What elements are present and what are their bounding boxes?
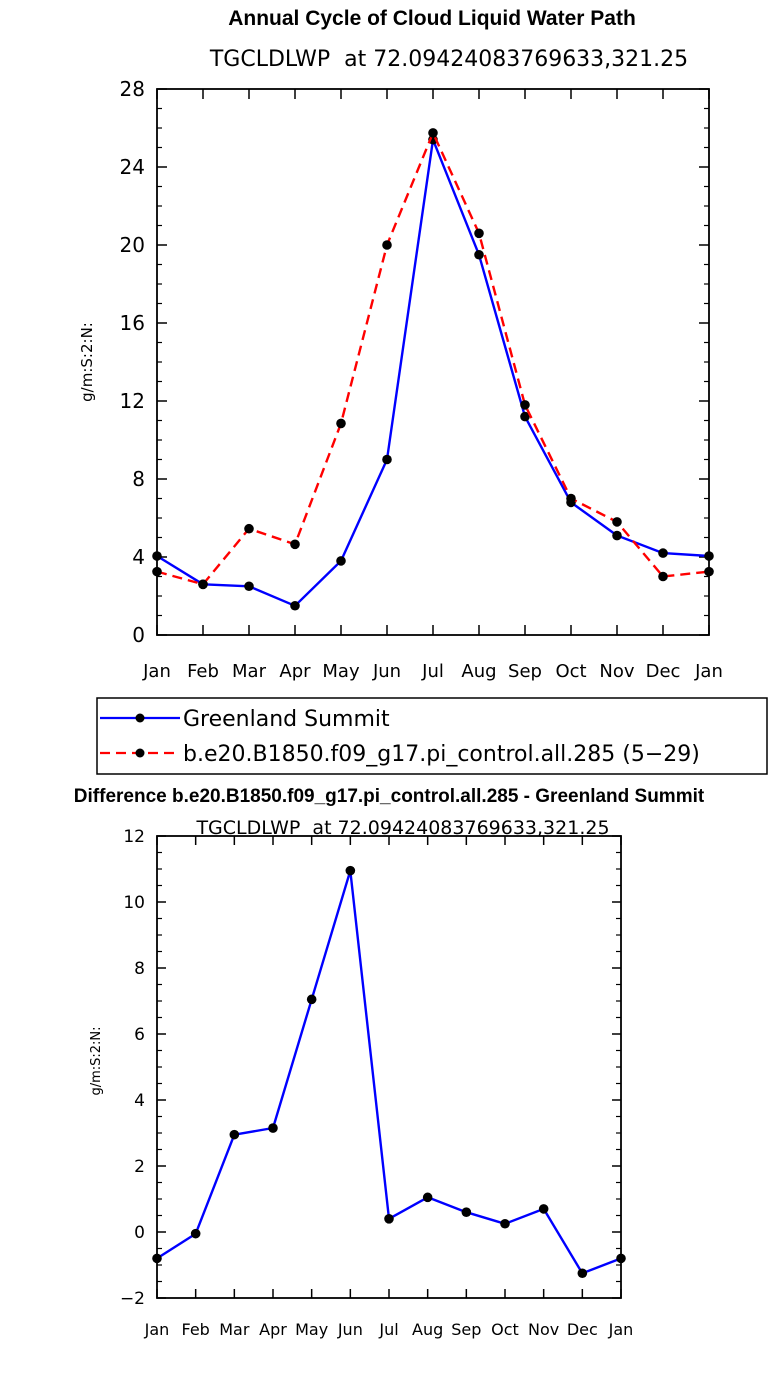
x-tick-label: Mar	[219, 1320, 250, 1339]
y-tick-label: 4	[132, 545, 145, 569]
y-tick-label: 2	[134, 1157, 145, 1177]
series-1-point	[290, 539, 300, 550]
y-tick-label: 8	[134, 959, 145, 979]
series-0-point	[382, 454, 392, 465]
legend-box	[96, 697, 768, 775]
series-0-point	[474, 249, 484, 260]
chart1-title: Annual Cycle of Cloud Liquid Water Path	[228, 7, 636, 30]
x-tick-label: Jul	[421, 661, 444, 682]
series-1-point	[198, 579, 208, 590]
x-tick-label: Nov	[599, 661, 634, 682]
series-0-point	[704, 551, 714, 561]
y-tick-label: 20	[120, 233, 145, 257]
chart1-subtitle: TGCLDLWP at 72.09424083769633,321.25	[209, 47, 688, 72]
x-tick-label: Nov	[528, 1320, 559, 1339]
chart2-title: Difference b.e20.B1850.f09_g17.pi_contro…	[74, 786, 705, 807]
x-tick-label: Apr	[259, 1320, 287, 1339]
series-1-point	[520, 400, 530, 410]
y-tick-label: 4	[134, 1091, 145, 1111]
y-tick-label: 16	[120, 311, 145, 335]
legend-label-model: b.e20.B1850.f09_g17.pi_control.all.285 (…	[183, 742, 700, 767]
y-tick-label: 12	[123, 827, 145, 847]
chart2-ylabel: g/m:S:2:N:	[89, 1026, 104, 1095]
series-0-point	[268, 1123, 278, 1133]
series-0-point	[520, 411, 530, 422]
chart1-plot-frame	[156, 88, 710, 636]
series-0-point	[384, 1214, 394, 1224]
y-tick-label: 6	[134, 1025, 145, 1045]
series-line-0	[156, 869, 622, 1275]
x-tick-label: Feb	[187, 661, 219, 682]
series-1-point	[382, 240, 392, 250]
series-0-point	[500, 1218, 510, 1229]
x-tick-label: Jan	[694, 661, 723, 682]
chart2-plot-frame	[156, 835, 622, 1299]
x-tick-label: Oct	[491, 1320, 519, 1339]
y-tick-label: −2	[120, 1289, 145, 1309]
series-0-point	[538, 1204, 549, 1214]
series-0-point	[658, 548, 668, 558]
x-tick-label: Dec	[567, 1320, 598, 1339]
series-0-point	[345, 865, 356, 876]
annual-cycle-chart: Annual Cycle of Cloud Liquid Water Path …	[78, 7, 723, 682]
x-tick-label: Sep	[508, 661, 542, 682]
series-0-point	[612, 530, 622, 541]
legend-marker-greenland	[135, 713, 145, 723]
series-0-point	[152, 1253, 162, 1264]
series-0-point	[461, 1207, 472, 1217]
legend: Greenland Summit b.e20.B1850.f09_g17.pi_…	[96, 697, 768, 775]
series-0-point	[306, 994, 317, 1005]
x-tick-label: Aug	[461, 661, 496, 682]
series-0-point	[152, 551, 162, 561]
series-0-point	[336, 556, 346, 566]
y-tick-label: 8	[132, 467, 145, 491]
x-tick-label: Aug	[412, 1320, 443, 1339]
series-1-point	[152, 566, 162, 577]
x-tick-label: Dec	[646, 661, 681, 682]
legend-label-greenland: Greenland Summit	[183, 707, 390, 732]
y-tick-label: 0	[132, 623, 145, 647]
x-tick-label: Feb	[182, 1320, 210, 1339]
x-tick-label: Mar	[232, 661, 267, 682]
series-1-point	[474, 228, 484, 239]
series-1-point	[704, 566, 714, 577]
x-tick-label: Oct	[555, 661, 586, 682]
x-tick-label: Jan	[608, 1320, 634, 1339]
x-tick-label: Sep	[451, 1320, 481, 1339]
y-tick-label: 24	[120, 155, 145, 179]
chart1-ylabel: g/m:S:2:N:	[78, 322, 96, 402]
series-1-point	[244, 523, 254, 534]
x-tick-label: Apr	[279, 661, 311, 682]
series-1-point	[336, 418, 346, 429]
y-tick-label: 12	[120, 389, 145, 413]
series-0-point	[244, 581, 254, 592]
x-tick-label: Jun	[337, 1320, 363, 1339]
x-tick-label: Jun	[372, 661, 401, 682]
y-tick-label: 28	[120, 77, 145, 101]
x-tick-label: May	[322, 661, 360, 682]
series-1-point	[566, 493, 576, 504]
series-0-point	[616, 1253, 626, 1264]
series-0-point	[577, 1268, 588, 1279]
series-0-point	[229, 1129, 240, 1140]
series-0-point	[190, 1228, 201, 1239]
x-tick-label: Jan	[144, 1320, 170, 1339]
difference-chart: Difference b.e20.B1850.f09_g17.pi_contro…	[74, 786, 705, 1339]
series-1-point	[612, 517, 622, 527]
legend-marker-model	[135, 748, 145, 758]
x-tick-label: Jul	[378, 1320, 398, 1339]
series-1-point	[428, 128, 438, 138]
x-tick-label: May	[295, 1320, 328, 1339]
chart2-subtitle: TGCLDLWP at 72.09424083769633,321.25	[195, 817, 609, 839]
series-0-point	[290, 600, 300, 611]
y-tick-label: 0	[134, 1223, 145, 1243]
x-tick-label: Jan	[142, 661, 171, 682]
y-tick-label: 10	[123, 893, 145, 913]
series-0-point	[422, 1192, 433, 1203]
series-line-1	[156, 131, 710, 586]
series-1-point	[658, 571, 668, 582]
series-line-0	[156, 138, 710, 607]
